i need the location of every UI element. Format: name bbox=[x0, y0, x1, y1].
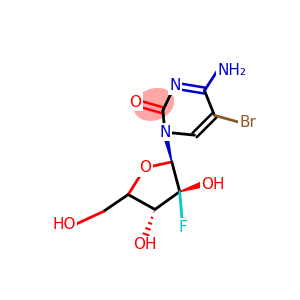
Text: N: N bbox=[159, 125, 170, 140]
Text: OH: OH bbox=[133, 237, 157, 252]
Ellipse shape bbox=[134, 88, 174, 121]
Text: O: O bbox=[129, 95, 141, 110]
Polygon shape bbox=[162, 132, 172, 162]
Text: OH: OH bbox=[202, 177, 225, 192]
Text: O: O bbox=[139, 160, 151, 175]
Text: NH₂: NH₂ bbox=[218, 63, 246, 78]
Text: Br: Br bbox=[239, 115, 256, 130]
Text: F: F bbox=[178, 220, 187, 235]
Text: HO: HO bbox=[52, 217, 76, 232]
Polygon shape bbox=[180, 182, 202, 192]
Text: N: N bbox=[169, 78, 181, 93]
